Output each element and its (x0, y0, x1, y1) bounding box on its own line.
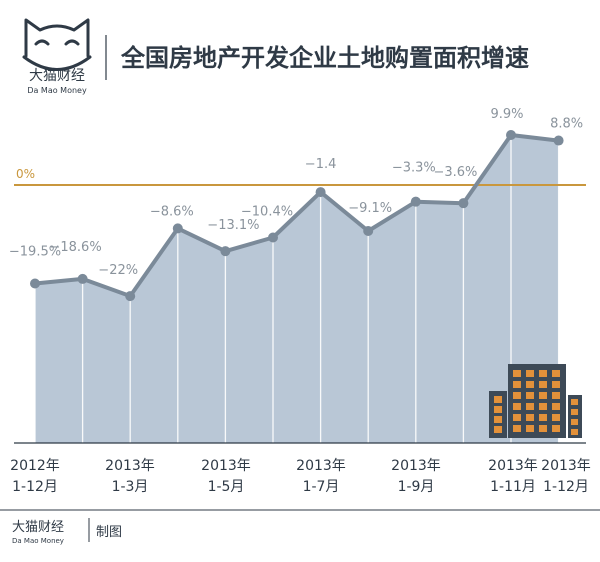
x-tick-label-months: 1-12月 (12, 479, 58, 495)
data-point (77, 273, 88, 284)
data-point (458, 198, 469, 209)
x-tick-label-year: 2013年 (201, 458, 251, 474)
data-point (553, 135, 564, 146)
data-label: −3.6% (433, 165, 477, 180)
x-tick-label-year: 2013年 (105, 458, 155, 474)
data-label: −3.3% (392, 161, 436, 176)
data-point (315, 187, 326, 198)
x-tick-label-year: 2012年 (10, 458, 60, 474)
series-line (34, 133, 559, 299)
data-point (220, 246, 231, 257)
building-icon (489, 364, 582, 438)
x-tick-label-months: 1-3月 (112, 479, 149, 495)
data-label: −18.6% (49, 240, 101, 255)
x-tick-label-months: 1-12月 (543, 479, 589, 495)
x-tick-label-year: 2013年 (541, 458, 591, 474)
x-tick-label-months: 1-9月 (398, 479, 435, 495)
area-fill (35, 135, 559, 443)
x-tick-label-year: 2013年 (391, 458, 441, 474)
data-label: 9.9% (490, 107, 523, 122)
brand-name-en: Da Mao Money (27, 86, 87, 95)
x-tick-label-months: 1-7月 (303, 479, 340, 495)
data-label: −10.4% (241, 205, 293, 220)
data-point (363, 225, 374, 236)
data-point (268, 232, 278, 243)
cat-logo-icon (22, 18, 92, 71)
data-point (410, 196, 421, 207)
chart-title: 全国房地产开发企业土地购置面积增速 (120, 44, 529, 72)
data-point (30, 278, 40, 289)
x-tick-label-months: 1-11月 (490, 479, 536, 495)
zero-reference-label: 0% (16, 167, 35, 181)
data-label: 8.8% (550, 117, 583, 132)
x-tick-label-year: 2013年 (488, 458, 538, 474)
data-label: −1.4 (305, 157, 337, 172)
data-point (125, 291, 136, 302)
brand-name: 大猫财经 (29, 68, 85, 84)
data-label: −22% (98, 263, 138, 278)
data-label: −9.1% (348, 201, 392, 216)
x-tick-label-year: 2013年 (296, 458, 346, 474)
data-point (506, 130, 516, 141)
data-label: −19.5% (9, 245, 61, 260)
footer-brand-en: Da Mao Money (12, 537, 64, 545)
data-label: −8.6% (150, 204, 194, 219)
data-point (172, 223, 183, 234)
footer-credit: 制图 (96, 525, 122, 540)
footer-brand: 大猫财经 (12, 520, 64, 535)
data-label: −13.1% (207, 218, 259, 233)
x-tick-label-months: 1-5月 (208, 479, 245, 495)
